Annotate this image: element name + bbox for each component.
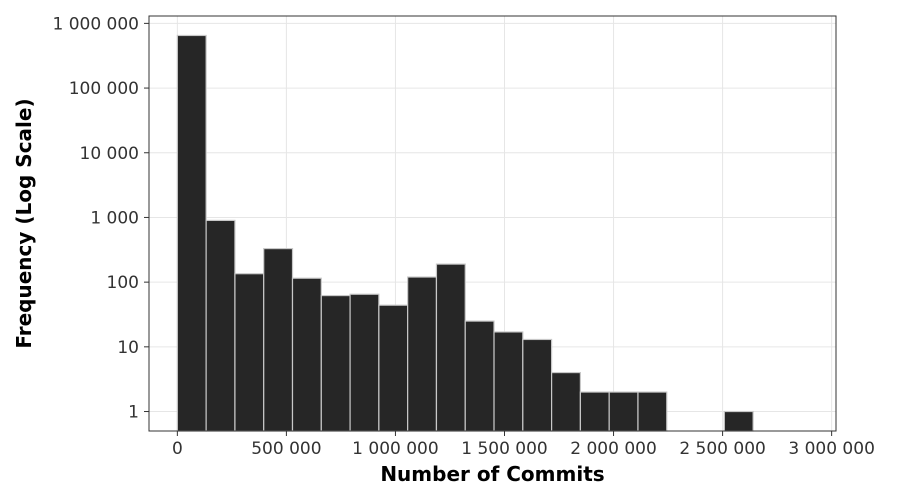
histogram-bar <box>378 304 409 432</box>
x-tick-label: 1 000 000 <box>352 439 439 459</box>
plot-frame <box>148 15 837 432</box>
histogram-bars <box>176 34 754 432</box>
histogram-bar <box>320 294 351 432</box>
y-tick-label: 100 000 <box>69 79 139 99</box>
histogram-bar <box>205 219 236 432</box>
histogram-bar <box>464 320 495 432</box>
histogram-bar <box>522 338 553 432</box>
x-tick-label: 1 500 000 <box>461 439 548 459</box>
histogram-bar <box>608 391 639 432</box>
y-tick-label: 1 000 <box>90 208 139 228</box>
histogram-bar <box>349 293 380 432</box>
histogram-bar <box>723 410 754 432</box>
x-tick-label: 2 500 000 <box>679 439 766 459</box>
histogram-bar <box>637 391 668 432</box>
axis-ticks: 0 500 000 1 000 000 1 500 000 2 000 000 2 500… <box>52 14 874 459</box>
y-tick-label: 100 <box>107 273 139 293</box>
x-tick-label: 0 <box>172 439 183 459</box>
x-tick-label: 3 000 000 <box>788 439 875 459</box>
histogram-bar <box>176 34 207 432</box>
x-tick-label: 500 000 <box>251 439 321 459</box>
histogram-bar <box>234 273 265 432</box>
grid-lines <box>149 16 836 431</box>
y-tick-label: 1 000 000 <box>52 14 139 34</box>
histogram-bar <box>493 331 524 432</box>
x-tick-label: 2 000 000 <box>570 439 657 459</box>
histogram-bar <box>407 276 438 432</box>
y-axis-title: Frequency (Log Scale) <box>12 98 36 348</box>
histogram-bar <box>263 247 294 432</box>
x-axis-title: Number of Commits <box>380 462 604 486</box>
histogram-bar <box>551 371 581 432</box>
histogram-bar <box>291 277 322 432</box>
y-tick-label: 10 000 <box>80 144 139 164</box>
histogram-bar <box>435 263 466 432</box>
histogram-bar <box>579 391 610 432</box>
y-tick-label: 10 <box>117 338 139 358</box>
y-tick-label: 1 <box>128 403 139 423</box>
